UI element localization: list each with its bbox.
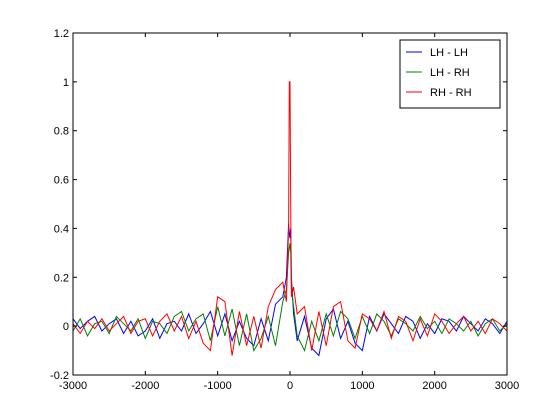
y-tick-label: -0.2: [50, 370, 69, 382]
y-tick-label: 1: [63, 77, 69, 89]
series-line-2: [72, 243, 508, 353]
legend-label: LH - RH: [430, 67, 470, 79]
series-layer: [72, 81, 508, 357]
x-tick-label: 2000: [422, 380, 446, 392]
y-tick-label: 0: [63, 321, 69, 333]
y-tick-label: 0.2: [54, 272, 69, 284]
x-tick-label: 3000: [495, 380, 519, 392]
series-line-1: [72, 223, 508, 357]
legend-label: LH - LH: [430, 47, 468, 59]
legend: LH - LH LH - RH RH - RH: [399, 39, 501, 109]
y-tick-label: 0.4: [54, 223, 69, 235]
x-tick-label: 1000: [350, 380, 374, 392]
series-line-3: [72, 81, 508, 356]
x-tick-label: -1000: [204, 380, 232, 392]
ticks-layer: -3000 -2000 -1000 0 1000 2000 3000 -0.2 0 0.2 0.4 0…: [50, 28, 519, 392]
x-tick-label: 0: [287, 380, 293, 392]
y-tick-label: 0.8: [54, 126, 69, 138]
y-tick-label: 0.6: [54, 175, 69, 187]
x-tick-label: -3000: [59, 380, 87, 392]
y-tick-label: 1.2: [54, 28, 69, 40]
legend-label: RH - RH: [430, 87, 472, 99]
x-tick-label: -2000: [131, 380, 159, 392]
legend-box: [399, 39, 501, 109]
